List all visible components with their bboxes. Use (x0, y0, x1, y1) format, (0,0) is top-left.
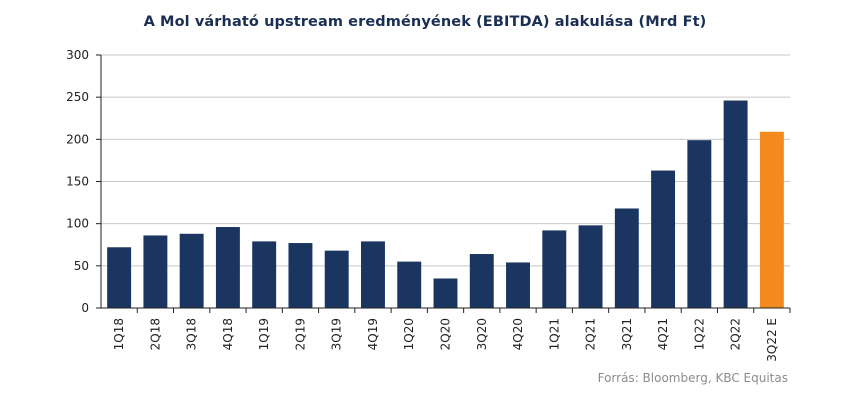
gridlines (101, 54, 790, 267)
x-tick-label: 3Q20 (475, 318, 489, 350)
x-tick-label: 2Q22 (729, 318, 743, 350)
x-tick-label: 2Q19 (293, 318, 307, 350)
x-tick-label: 1Q20 (402, 318, 416, 350)
bar-4q18 (215, 227, 240, 308)
x-tick-label: 4Q18 (221, 318, 235, 350)
bar-2q18 (143, 235, 168, 308)
source-note: Forrás: Bloomberg, KBC Equitas (597, 371, 788, 385)
y-tick-label: 0 (81, 301, 89, 315)
bar-3q20 (469, 254, 494, 308)
bar-3q22-e (759, 131, 784, 308)
x-tick-label: 3Q21 (620, 318, 634, 350)
y-tick-label: 50 (74, 259, 89, 273)
bar-3q18 (179, 233, 204, 308)
bar-3q21 (614, 208, 639, 308)
x-tick-label: 3Q22 E (765, 318, 779, 362)
bar-4q21 (651, 170, 676, 308)
bar-4q20 (506, 262, 530, 308)
bar-3q19 (324, 250, 349, 308)
bar-2q19 (288, 243, 313, 308)
bars (107, 100, 784, 308)
bar-2q22 (723, 100, 748, 308)
x-tick-label: 1Q21 (547, 318, 561, 350)
bar-1q22 (687, 140, 712, 308)
x-tick-label: 1Q19 (257, 318, 271, 350)
y-tick-label: 300 (66, 48, 89, 62)
x-tick-label: 3Q18 (185, 318, 199, 350)
tick-labels: 0 50 100 150 200 250 300 1Q18 2Q18 3Q18 4Q18 1Q19 2Q… (66, 48, 779, 362)
bar-1q21 (542, 230, 567, 308)
bar-1q20 (397, 261, 422, 308)
x-tick-label: 4Q21 (656, 318, 670, 350)
x-tick-label: 1Q18 (112, 318, 126, 350)
x-tick-label: 2Q21 (584, 318, 598, 350)
x-tick-label: 1Q22 (692, 318, 706, 350)
bar-4q19 (361, 241, 385, 308)
x-tick-label: 2Q18 (148, 318, 162, 350)
x-tick-label: 3Q19 (330, 318, 344, 350)
axes (96, 54, 791, 313)
x-tick-label: 4Q20 (511, 318, 525, 350)
bar-1q19 (252, 241, 277, 308)
x-tick-label: 4Q19 (366, 318, 380, 350)
bar-2q20 (433, 278, 458, 308)
y-tick-label: 250 (66, 90, 89, 104)
y-tick-label: 150 (66, 175, 89, 189)
x-tick-label: 2Q20 (439, 318, 453, 350)
bar-2q21 (578, 225, 603, 308)
y-tick-label: 100 (66, 217, 89, 231)
chart-title: A Mol várható upstream eredményének (EBI… (143, 14, 707, 30)
y-tick-label: 200 (66, 132, 89, 146)
bar-1q18 (107, 247, 132, 308)
